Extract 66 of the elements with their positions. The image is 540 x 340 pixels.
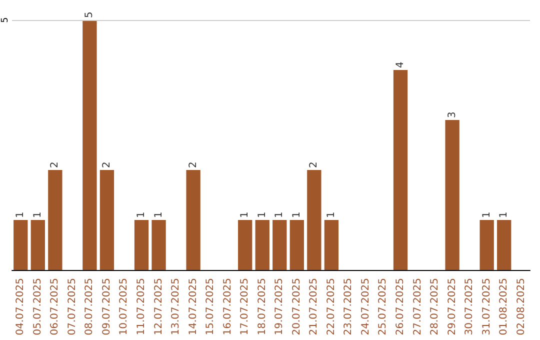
data-label: 2 — [50, 162, 61, 168]
x-tick-label: 20.07.2025 — [291, 278, 302, 336]
bar — [324, 220, 339, 270]
x-tick-label: 16.07.2025 — [222, 278, 234, 336]
data-label: 1 — [498, 212, 510, 218]
x-tick-label: 21.07.2025 — [308, 278, 320, 336]
x-tick-label: 12.07.2025 — [153, 278, 164, 336]
x-tick-label: 08.07.2025 — [84, 278, 96, 336]
data-label: 3 — [446, 112, 458, 118]
x-tick-label: 28.07.2025 — [430, 278, 441, 336]
bar — [30, 220, 45, 270]
x-tick-label: 30.07.2025 — [464, 278, 476, 336]
x-tick-label: 06.07.2025 — [50, 278, 61, 336]
x-tick-label: 09.07.2025 — [101, 278, 112, 336]
bar — [307, 170, 322, 270]
bar — [238, 220, 252, 270]
x-tick-label: 02.08.2025 — [516, 278, 527, 336]
data-label: 1 — [326, 212, 337, 218]
x-tick-label: 13.07.2025 — [170, 278, 182, 336]
bar — [272, 220, 287, 270]
data-label: 1 — [481, 212, 492, 218]
bar — [255, 220, 270, 270]
x-tick-label: 29.07.2025 — [446, 278, 458, 336]
data-label: 1 — [256, 212, 268, 218]
data-label: 1 — [153, 212, 164, 218]
x-tick-label: 10.07.2025 — [118, 278, 130, 336]
data-label: 2 — [188, 162, 199, 168]
bar — [14, 220, 28, 270]
x-tick-label: 05.07.2025 — [32, 278, 44, 336]
x-tick-label: 15.07.2025 — [205, 278, 216, 336]
x-tick-label: 18.07.2025 — [256, 278, 268, 336]
bar — [152, 220, 166, 270]
bar — [82, 20, 97, 270]
x-tick-label: 23.07.2025 — [343, 278, 354, 336]
data-label: 1 — [240, 212, 251, 218]
x-tick-label: 25.07.2025 — [378, 278, 389, 336]
data-label: 1 — [274, 212, 286, 218]
x-tick-label: 24.07.2025 — [360, 278, 372, 336]
x-tick-label: 27.07.2025 — [412, 278, 424, 336]
x-tick-label: 01.08.2025 — [498, 278, 510, 336]
bar — [186, 170, 200, 270]
bar — [445, 120, 460, 270]
data-label: 5 — [84, 12, 96, 18]
data-label: 1 — [32, 212, 44, 218]
data-label: 2 — [101, 162, 112, 168]
data-label: 1 — [136, 212, 147, 218]
bar — [134, 220, 149, 270]
x-tick-label: 26.07.2025 — [395, 278, 406, 336]
x-tick-label: 19.07.2025 — [274, 278, 286, 336]
x-tick-label: 22.07.2025 — [326, 278, 337, 336]
bar — [100, 170, 114, 270]
x-tick-label: 07.07.2025 — [66, 278, 78, 336]
data-label: 2 — [308, 162, 320, 168]
data-label: 1 — [15, 212, 26, 218]
x-tick-label: 14.07.2025 — [188, 278, 199, 336]
x-tick-label: 04.07.2025 — [15, 278, 26, 336]
x-tick-label: 11.07.2025 — [136, 278, 147, 336]
bar — [290, 220, 304, 270]
bar — [497, 220, 512, 270]
bar — [48, 170, 62, 270]
x-tick-label: 17.07.2025 — [240, 278, 251, 336]
x-tick-label: 31.07.2025 — [481, 278, 492, 336]
bar — [480, 220, 494, 270]
data-label: 1 — [291, 212, 302, 218]
bar — [393, 70, 408, 270]
data-label: 4 — [395, 62, 406, 68]
